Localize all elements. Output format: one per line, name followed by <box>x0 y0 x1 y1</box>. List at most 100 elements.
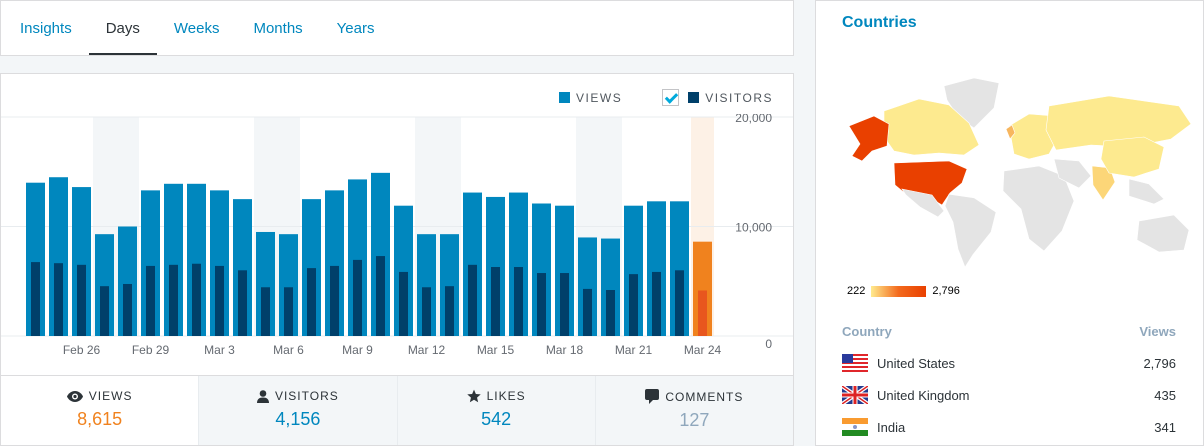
visitors-bar[interactable] <box>238 270 247 336</box>
views-bar[interactable] <box>601 238 620 336</box>
visitors-bar[interactable] <box>54 263 63 336</box>
views-bar[interactable] <box>394 205 413 336</box>
x-tick-label: Mar 21 <box>615 343 653 357</box>
visitors-bar[interactable] <box>629 274 638 336</box>
visitors-bar[interactable] <box>675 270 684 336</box>
views-bar[interactable] <box>302 199 321 336</box>
views-bar[interactable] <box>95 234 114 336</box>
map-uk <box>1005 124 1016 140</box>
views-bar[interactable] <box>555 205 574 336</box>
stat-comments-value: 127 <box>679 410 710 430</box>
views-bar[interactable] <box>647 201 666 336</box>
visitors-bar[interactable] <box>514 267 523 336</box>
legend-views: VIEWS <box>576 90 623 105</box>
views-bar[interactable] <box>279 234 298 336</box>
bar-chart: Feb 26 Feb 29 Mar 3 Mar 6 Mar 9 Mar 12 Mar 15 M… <box>1 114 793 357</box>
visitors-checkbox[interactable] <box>662 89 680 106</box>
y-tick-label: 10,000 <box>735 221 772 235</box>
tab-years[interactable]: Years <box>336 20 375 37</box>
visitors-bar[interactable] <box>169 264 178 336</box>
countries-title: Countries <box>842 14 917 31</box>
visitors-bar[interactable] <box>100 286 109 336</box>
map-alaska <box>848 115 890 162</box>
tab-days[interactable]: Days <box>88 1 157 55</box>
stat-views[interactable]: VIEWS 8,615 <box>1 376 199 445</box>
india-flag-icon <box>842 418 868 436</box>
stat-comments[interactable]: COMMENTS 127 <box>594 376 793 445</box>
x-tick-label: Feb 29 <box>132 343 170 357</box>
visitors-swatch <box>688 92 700 103</box>
visitors-bar[interactable] <box>353 259 362 336</box>
country-views: 341 <box>1154 419 1176 435</box>
map-scale: 222 2,796 <box>847 285 960 297</box>
views-bar[interactable] <box>693 241 712 336</box>
views-bar[interactable] <box>670 201 689 336</box>
tab-insights[interactable]: Insights <box>20 20 72 37</box>
legend-visitors: VISITORS <box>705 90 773 105</box>
country-row[interactable]: United Kingdom 435 <box>842 380 1176 410</box>
col-views: Views <box>1139 324 1176 339</box>
visitors-bar[interactable] <box>422 287 431 336</box>
views-bar[interactable] <box>72 187 91 336</box>
visitors-bar[interactable] <box>146 265 155 336</box>
visitors-bar[interactable] <box>307 268 316 336</box>
views-bar[interactable] <box>348 179 367 336</box>
visitors-bar[interactable] <box>560 273 569 336</box>
stat-comments-label: COMMENTS <box>665 389 744 404</box>
stat-visitors-value: 4,156 <box>275 409 321 429</box>
views-bar[interactable] <box>624 205 643 336</box>
stat-visitors[interactable]: VISITORS 4,156 <box>198 376 397 445</box>
visitors-bar[interactable] <box>468 264 477 336</box>
x-tick-label: Mar 3 <box>204 343 235 357</box>
views-bar[interactable] <box>463 192 482 336</box>
visitors-bar[interactable] <box>445 286 454 336</box>
visitors-bar[interactable] <box>698 290 707 336</box>
views-bar[interactable] <box>210 190 229 336</box>
visitors-bar[interactable] <box>537 273 546 336</box>
visitors-bar[interactable] <box>652 271 661 336</box>
visitors-bar[interactable] <box>215 265 224 336</box>
y-tick-label: 0 <box>765 337 772 351</box>
visitors-bar[interactable] <box>31 262 40 336</box>
country-row[interactable]: India 341 <box>842 412 1176 442</box>
views-bar[interactable] <box>509 192 528 336</box>
views-bar[interactable] <box>141 190 160 336</box>
views-bar[interactable] <box>440 234 459 336</box>
views-bar[interactable] <box>187 183 206 336</box>
uk-flag-icon <box>842 386 868 404</box>
visitors-bar[interactable] <box>491 267 500 336</box>
stat-likes-value: 542 <box>481 409 512 429</box>
views-bar[interactable] <box>26 182 45 336</box>
visitors-bar[interactable] <box>261 287 270 336</box>
eye-icon <box>66 390 83 402</box>
views-bar[interactable] <box>118 226 137 337</box>
views-bar[interactable] <box>486 196 505 336</box>
views-bar[interactable] <box>325 190 344 336</box>
visitors-bar[interactable] <box>77 264 86 336</box>
views-bar[interactable] <box>256 231 275 336</box>
stat-likes[interactable]: LIKES 542 <box>396 376 595 445</box>
col-country: Country <box>842 324 892 339</box>
tab-weeks[interactable]: Weeks <box>173 20 220 37</box>
views-bar[interactable] <box>164 183 183 336</box>
visitors-bar[interactable] <box>399 271 408 336</box>
tab-months[interactable]: Months <box>253 20 303 37</box>
views-bar[interactable] <box>532 203 551 336</box>
stat-likes-label: LIKES <box>486 389 526 403</box>
visitors-bar[interactable] <box>606 290 615 336</box>
visitors-bar[interactable] <box>330 265 339 336</box>
user-icon <box>256 389 269 403</box>
views-bar[interactable] <box>417 234 436 336</box>
views-bar[interactable] <box>371 172 390 336</box>
views-bar[interactable] <box>49 177 68 336</box>
x-tick-label: Mar 15 <box>477 343 515 357</box>
views-bar[interactable] <box>233 199 252 336</box>
visitors-bar[interactable] <box>583 288 592 336</box>
views-bar[interactable] <box>578 237 597 336</box>
country-row[interactable]: United States 2,796 <box>842 348 1176 378</box>
visitors-bar[interactable] <box>284 287 293 336</box>
visitors-bar[interactable] <box>192 263 201 336</box>
visitors-bar[interactable] <box>376 256 385 336</box>
visitors-bar[interactable] <box>123 283 132 336</box>
comment-icon <box>645 389 660 404</box>
